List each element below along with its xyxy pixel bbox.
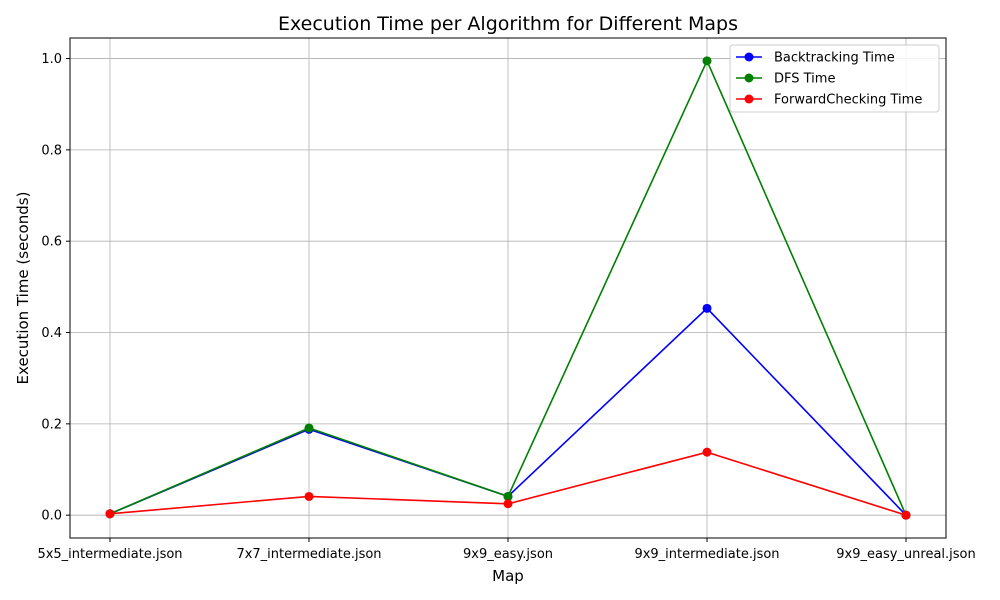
- y-tick-label: 1.0: [41, 52, 62, 67]
- data-point: [105, 509, 115, 519]
- chart-title: Execution Time per Algorithm for Differe…: [278, 13, 738, 35]
- y-axis-label: Execution Time (seconds): [14, 192, 32, 385]
- legend: Backtracking Time DFS Time ForwardChecking…: [729, 44, 940, 113]
- data-point: [304, 423, 314, 433]
- x-tick-label: 9x9_intermediate.json: [634, 547, 779, 562]
- x-axis-label: Map: [492, 567, 524, 585]
- series-group: [105, 56, 911, 520]
- legend-item: ForwardChecking Time: [736, 93, 922, 108]
- data-point: [503, 491, 513, 501]
- legend-box: [729, 44, 940, 113]
- data-point: [702, 303, 712, 313]
- y-tick-label: 0.0: [41, 509, 62, 524]
- y-tick-label: 0.6: [41, 235, 62, 250]
- x-tick-label: 7x7_intermediate.json: [236, 547, 381, 562]
- data-point: [503, 499, 513, 509]
- x-tick-label: 9x9_easy_unreal.json: [836, 547, 976, 562]
- legend-label: Backtracking Time: [774, 51, 895, 66]
- data-point: [702, 56, 712, 66]
- data-point: [304, 491, 314, 501]
- legend-swatch-marker: [744, 94, 754, 104]
- x-tick-label: 9x9_easy.json: [463, 547, 553, 562]
- legend-label: DFS Time: [774, 72, 835, 87]
- series-2: [105, 447, 911, 520]
- x-axis: 5x5_intermediate.json 7x7_intermediate.js…: [37, 538, 976, 562]
- data-point: [702, 447, 712, 457]
- legend-label: ForwardChecking Time: [774, 93, 922, 108]
- legend-item: Backtracking Time: [736, 51, 895, 66]
- legend-swatch-marker: [744, 52, 754, 62]
- y-tick-label: 0.2: [41, 417, 62, 432]
- legend-item: DFS Time: [736, 72, 835, 87]
- legend-swatch-marker: [744, 73, 754, 83]
- y-axis: 0.0 0.2 0.4 0.6 0.8 1.0: [41, 52, 70, 524]
- x-tick-label: 5x5_intermediate.json: [37, 547, 182, 562]
- data-point: [901, 510, 911, 520]
- y-tick-label: 0.8: [41, 143, 62, 158]
- y-tick-label: 0.4: [41, 326, 62, 341]
